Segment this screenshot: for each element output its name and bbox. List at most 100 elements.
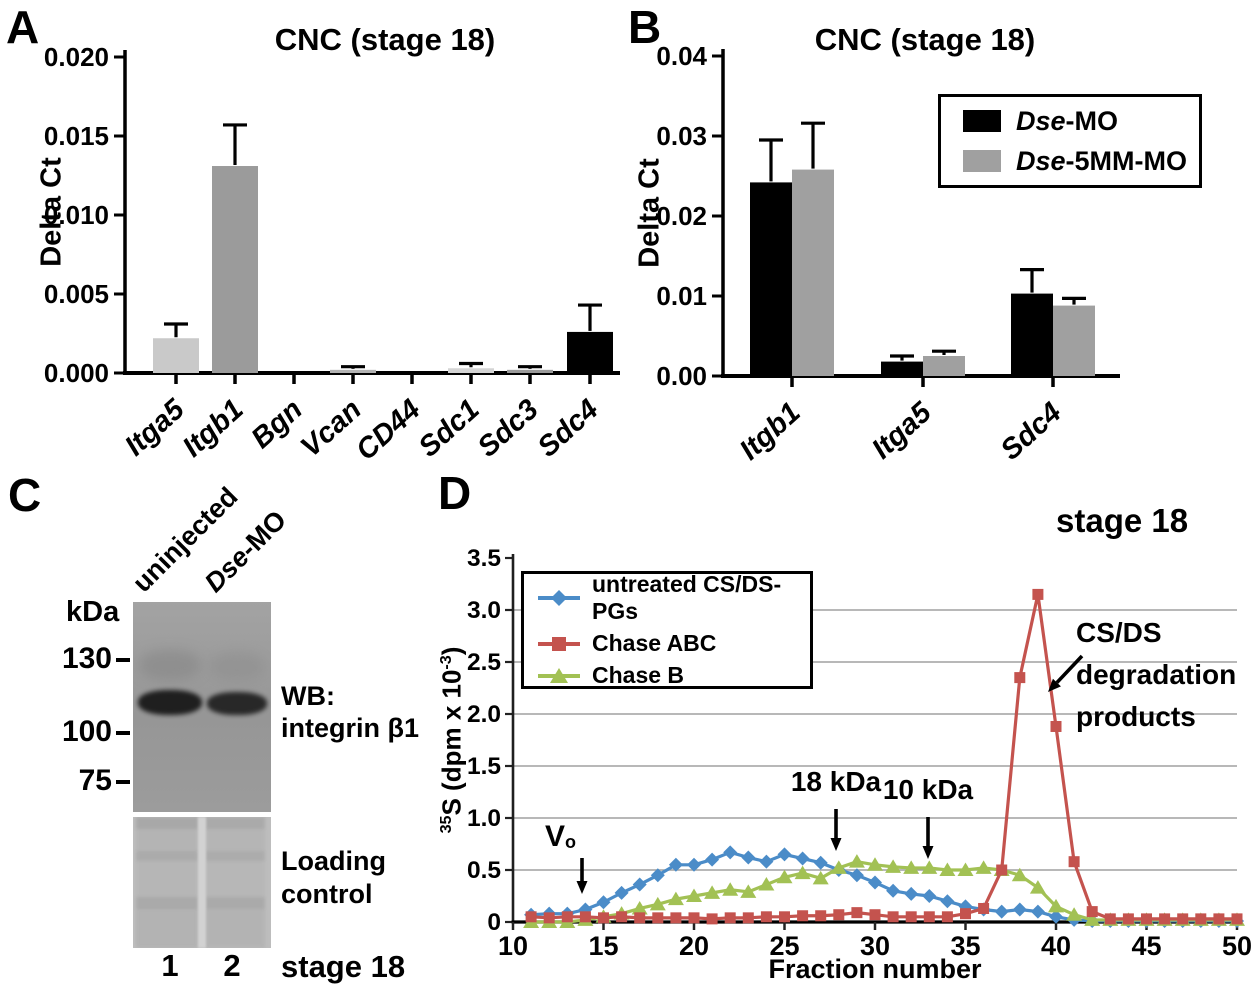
annotation-vo: Vo: [545, 820, 576, 854]
marker-diamond: [994, 904, 1009, 919]
annotation-10kda: 10 kDa: [882, 774, 974, 805]
x-tick-label: 45: [1131, 931, 1161, 961]
y-tick-label: 2.5: [467, 649, 501, 676]
x-category-label: Sdc3: [472, 393, 545, 463]
y-tick-label: 0: [487, 909, 501, 936]
panel-a-title: CNC (stage 18): [274, 22, 496, 57]
degradation-line3: products: [1076, 701, 1196, 732]
panel-b-chart-svg: 0.00 0.01 0.02 0.03 0.04 Itgb1 Itga5 Sdc4: [656, 41, 1120, 467]
y-tick-label: 0.015: [44, 121, 109, 151]
y-tick-label: 0.010: [44, 200, 109, 230]
marker-triangle: [957, 862, 974, 876]
marker-diamond: [922, 889, 937, 903]
panel-d-label: D: [438, 467, 472, 519]
annotation-arrow-head: [576, 881, 588, 894]
panel-d-ylabel: 35S (dpm x 10-3): [437, 647, 468, 834]
y-tick-label: 0.000: [44, 358, 109, 388]
panel-d-legend: untreated CS/DS-PGs Chase ABC Chase B: [521, 571, 813, 689]
marker-diamond: [759, 854, 774, 869]
annotation-arrow-head: [922, 846, 934, 859]
marker-triangle: [667, 891, 684, 906]
marker-square: [1014, 672, 1026, 684]
legend-marker-triangle: [538, 667, 580, 683]
marker-square: [561, 911, 573, 923]
x-category-label: Itga5: [866, 396, 938, 466]
y-tick-label: 0.005: [44, 279, 109, 309]
loading-label-line1: Loading: [281, 846, 386, 876]
wb-lane2-band: [207, 692, 267, 715]
marker-square: [616, 911, 628, 923]
marker-triangle: [975, 860, 992, 874]
lane-number-1: 1: [161, 948, 179, 983]
y-tick-label: 3.0: [467, 597, 501, 624]
panel-d-stage-label: stage 18: [1056, 502, 1189, 539]
marker-square: [688, 912, 700, 924]
marker-square: [1141, 913, 1152, 925]
marker-diamond: [777, 847, 792, 862]
bar-Vcan: [330, 369, 376, 373]
marker-square: [579, 911, 591, 923]
panel-a-chart-svg: 0.0000.0050.0100.0150.020Itga5Itgb1BgnVc…: [44, 42, 620, 467]
wb-lane2-smear: [209, 652, 265, 680]
marker-triangle: [921, 860, 938, 874]
marker-diamond: [668, 857, 683, 872]
wb-label-line1: WB:: [281, 681, 335, 711]
legend-label: Dse-5MM-MO: [1016, 145, 1188, 176]
legend-entry-square: Chase ABC: [536, 630, 810, 657]
marker-diamond: [813, 855, 828, 870]
annotation-arrow-line: [1055, 654, 1084, 684]
degradation-line2: degradation: [1076, 659, 1237, 690]
bar-Sdc4: [1011, 293, 1053, 376]
y-tick-label: 0.00: [656, 361, 707, 391]
lane-number-2: 2: [223, 948, 241, 983]
marker-triangle: [758, 877, 775, 891]
marker-square: [1122, 913, 1134, 925]
marker-triangle: [1029, 880, 1046, 894]
legend-label: Dse-MO: [1016, 105, 1119, 136]
marker-triangle: [649, 896, 666, 911]
panel-b-label: B: [628, 1, 662, 53]
panel-c-stage-label: stage 18: [281, 949, 406, 984]
marker-diamond: [551, 590, 567, 606]
series-line-square: [531, 592, 1237, 921]
marker-triangle: [794, 865, 811, 880]
marker-triangle: [1084, 912, 1101, 926]
marker-square: [652, 912, 664, 924]
y-tick-label: 1.0: [467, 805, 501, 832]
marker-diamond: [1030, 904, 1045, 919]
marker-triangle: [550, 667, 568, 683]
y-tick-label: 0.01: [656, 281, 707, 311]
marker-diamond: [904, 886, 919, 901]
marker-square: [634, 912, 646, 924]
marker-diamond: [705, 852, 720, 867]
x-tick-label: 35: [950, 931, 980, 961]
marker-square: [833, 909, 845, 921]
marker-triangle: [1048, 898, 1064, 913]
marker-square: [1195, 913, 1207, 925]
marker-triangle: [722, 882, 739, 896]
loading-lane2-streak: [205, 817, 265, 948]
marker-diamond: [868, 875, 882, 890]
marker-diamond: [940, 894, 955, 909]
loading-lane1-streak: [136, 817, 198, 948]
marker-square: [1032, 588, 1044, 600]
marker-square: [978, 902, 990, 914]
y-tick-label: 0.02: [656, 201, 707, 231]
marker-diamond: [958, 899, 973, 914]
marker-square: [543, 912, 555, 924]
x-tick-label: 10: [498, 931, 528, 961]
marker-triangle: [867, 857, 883, 871]
panel-a-label: A: [6, 1, 40, 53]
panel-d-chart-svg: 0 0.5 1.0 1.5 2.0 2.5 3.0 3.5 10 15 20 25 30 35 40 45 50: [467, 545, 1252, 961]
annotation-arrow-head: [830, 838, 842, 851]
marker-diamond: [1049, 909, 1063, 924]
x-category-label: Vcan: [295, 393, 368, 463]
mw-marker-75: 75: [78, 764, 112, 797]
ylabel-isotope-sup: 35: [436, 815, 455, 834]
vo-sub: o: [565, 832, 577, 853]
legend-swatch: [963, 150, 1001, 172]
annotation-18kda: 18 kDa: [790, 766, 882, 797]
marker-square: [905, 911, 917, 923]
bar-Sdc4: [1053, 305, 1095, 376]
